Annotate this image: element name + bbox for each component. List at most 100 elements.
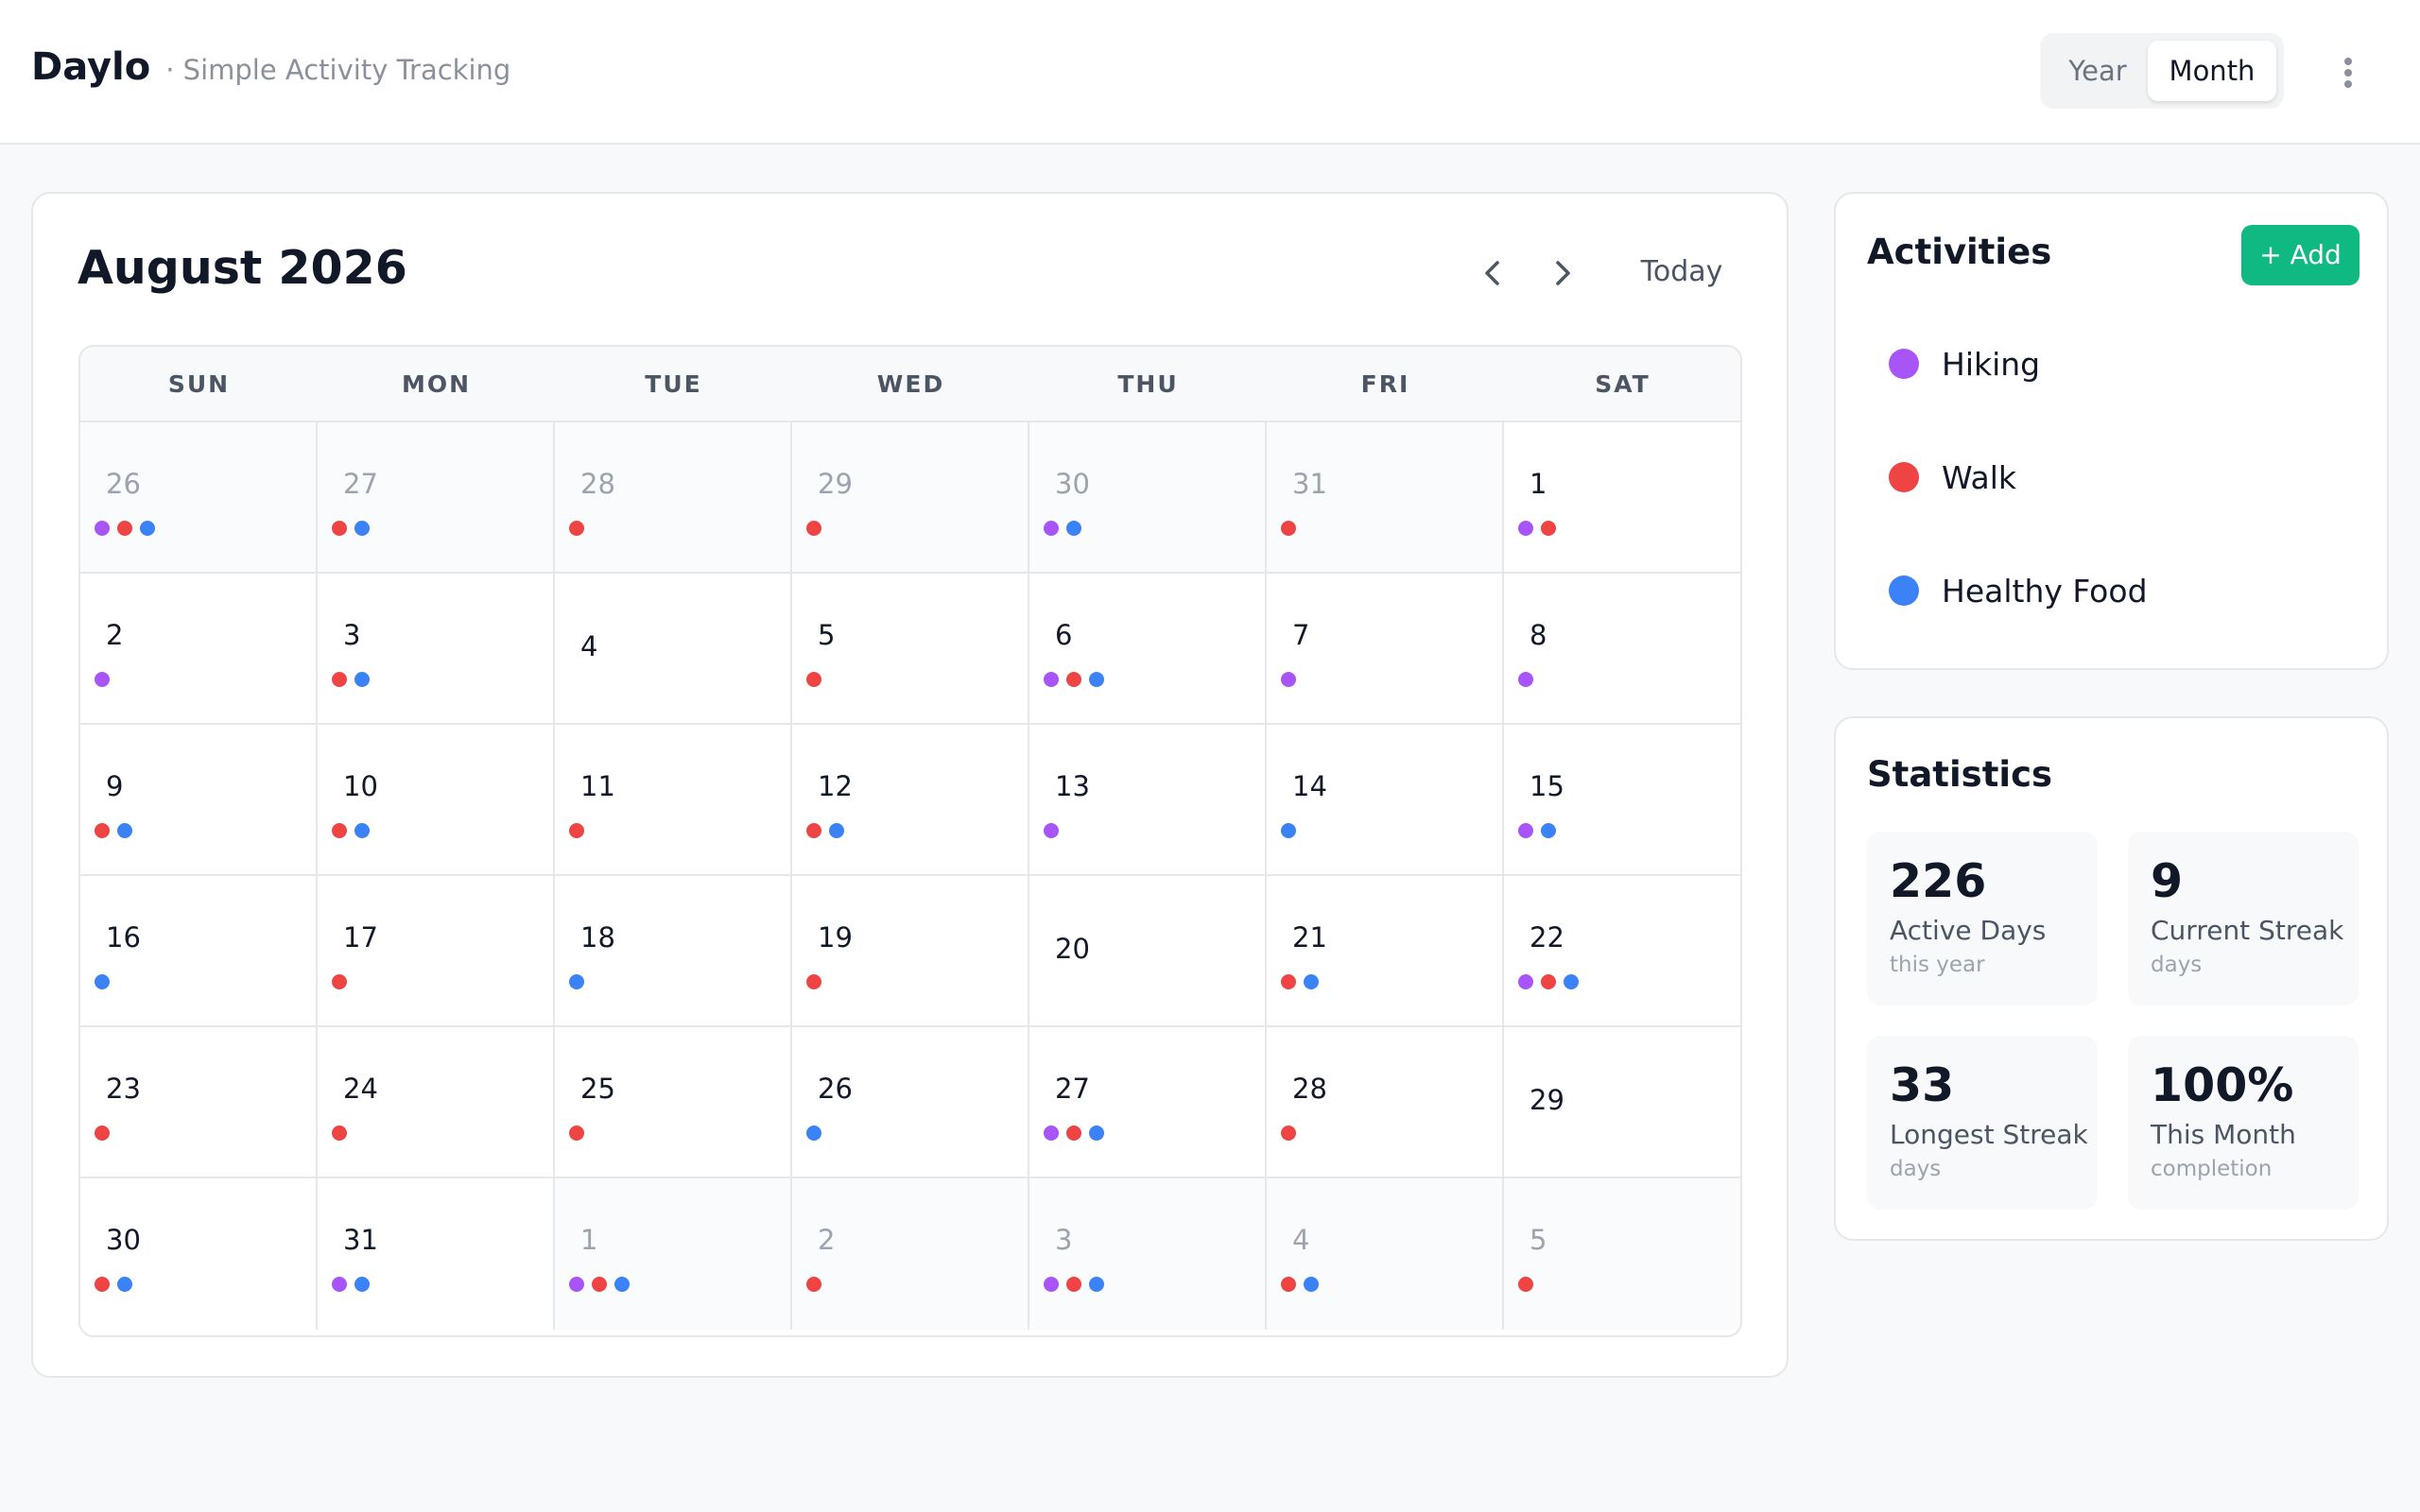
calendar-day-cell[interactable]: 6 [1029, 574, 1267, 725]
chevron-left-icon[interactable] [1470, 250, 1515, 296]
day-number: 18 [580, 921, 615, 954]
walk-dot [95, 1277, 110, 1292]
activity-dots [1044, 521, 1089, 536]
chevron-right-icon[interactable] [1540, 250, 1585, 296]
walk-dot [1541, 974, 1556, 989]
activity-label: Hiking [1942, 345, 2041, 383]
calendar-day-cell[interactable]: 5 [1504, 1178, 1740, 1330]
calendar-day-cell[interactable]: 26 [792, 1027, 1029, 1178]
hiking-dot [1044, 1277, 1059, 1292]
calendar-day-cell[interactable]: 31 [1267, 422, 1504, 574]
walk-dot [117, 521, 132, 536]
year-view-button[interactable]: Year [2068, 55, 2127, 87]
walk-dot [806, 521, 821, 536]
activity-item-food[interactable]: Healthy Food [1889, 562, 2148, 619]
calendar-day-cell[interactable]: 1 [1504, 422, 1740, 574]
day-number: 13 [1055, 770, 1090, 802]
calendar-day-cell[interactable]: 3 [318, 574, 555, 725]
month-view-button[interactable]: Month [2148, 41, 2276, 101]
hiking-dot [1518, 521, 1533, 536]
calendar-day-cell[interactable]: 7 [1267, 574, 1504, 725]
day-number: 29 [818, 468, 853, 500]
walk-dot [332, 974, 347, 989]
calendar-day-cell[interactable]: 26 [80, 422, 318, 574]
calendar-day-cell[interactable]: 8 [1504, 574, 1740, 725]
food-dot [354, 521, 370, 536]
activity-item-walk[interactable]: Walk [1889, 449, 2016, 506]
top-bar: Daylo · Simple Activity Tracking Year Mo… [0, 0, 2420, 145]
calendar-day-cell[interactable]: 27 [1029, 1027, 1267, 1178]
more-dot [2344, 69, 2352, 77]
stat-label: Longest Streak [1890, 1119, 2088, 1150]
walk-dot [1281, 974, 1296, 989]
calendar-day-cell[interactable]: 30 [1029, 422, 1267, 574]
calendar-day-cell[interactable]: 1 [555, 1178, 792, 1330]
calendar-day-cell[interactable]: 28 [555, 422, 792, 574]
statistics-card: Statistics 226 Active Days this year 9 Curre… [1834, 716, 2389, 1241]
add-activity-button[interactable]: + Add [2241, 225, 2360, 285]
calendar-day-cell[interactable]: 3 [1029, 1178, 1267, 1330]
calendar-day-cell[interactable]: 29 [1504, 1027, 1740, 1178]
statistics-title: Statistics [1867, 754, 2053, 795]
calendar-day-cell[interactable]: 19 [792, 876, 1029, 1027]
calendar-day-cell[interactable]: 21 [1267, 876, 1504, 1027]
activity-dots [1281, 823, 1304, 838]
activity-dots [1044, 823, 1066, 838]
calendar-day-cell[interactable]: 16 [80, 876, 318, 1027]
calendar-day-cell[interactable]: 4 [555, 574, 792, 725]
food-dot [354, 823, 370, 838]
today-button[interactable]: Today [1640, 255, 1723, 288]
calendar-day-cell[interactable]: 13 [1029, 725, 1267, 876]
calendar-day-cell[interactable]: 10 [318, 725, 555, 876]
activity-dots [95, 1125, 117, 1141]
day-number: 3 [1055, 1224, 1073, 1256]
hiking-dot [95, 521, 110, 536]
activity-dots [569, 1125, 592, 1141]
day-number: 6 [1055, 619, 1073, 651]
activity-dots [806, 672, 829, 687]
calendar-day-cell[interactable]: 23 [80, 1027, 318, 1178]
calendar-day-cell[interactable]: 30 [80, 1178, 318, 1330]
activity-dots [332, 823, 377, 838]
calendar-day-cell[interactable]: 29 [792, 422, 1029, 574]
calendar-day-cell[interactable]: 28 [1267, 1027, 1504, 1178]
stat-box: 33 Longest Streak days [1867, 1036, 2098, 1210]
calendar-day-cell[interactable]: 12 [792, 725, 1029, 876]
stat-label: Active Days [1890, 915, 2047, 946]
calendar-day-cell[interactable]: 9 [80, 725, 318, 876]
day-number: 2 [818, 1224, 836, 1256]
day-number: 21 [1292, 921, 1327, 954]
stat-value: 100% [2151, 1058, 2294, 1112]
more-menu-icon[interactable] [2329, 52, 2367, 94]
calendar-day-cell[interactable]: 25 [555, 1027, 792, 1178]
day-number: 30 [1055, 468, 1090, 500]
calendar-title: August 2026 [78, 241, 407, 295]
calendar-day-cell[interactable]: 31 [318, 1178, 555, 1330]
calendar-day-cell[interactable]: 14 [1267, 725, 1504, 876]
day-number: 27 [343, 468, 378, 500]
walk-dot [332, 823, 347, 838]
calendar-day-cell[interactable]: 24 [318, 1027, 555, 1178]
day-number: 19 [818, 921, 853, 954]
calendar-day-cell[interactable]: 17 [318, 876, 555, 1027]
calendar-day-cell[interactable]: 5 [792, 574, 1029, 725]
day-number: 25 [580, 1073, 615, 1105]
stat-sub: days [2151, 953, 2203, 977]
calendar-day-cell[interactable]: 20 [1029, 876, 1267, 1027]
activities-title: Activities [1867, 232, 2052, 272]
calendar-day-cell[interactable]: 22 [1504, 876, 1740, 1027]
calendar-day-cell[interactable]: 2 [80, 574, 318, 725]
calendar-day-cell[interactable]: 11 [555, 725, 792, 876]
calendar-day-cell[interactable]: 18 [555, 876, 792, 1027]
app-name: Daylo [31, 45, 151, 89]
day-number: 31 [343, 1224, 378, 1256]
activity-item-hiking[interactable]: Hiking [1889, 335, 2040, 392]
calendar-day-cell[interactable]: 2 [792, 1178, 1029, 1330]
weekday-label: SAT [1595, 370, 1651, 398]
stat-label: Current Streak [2151, 915, 2344, 946]
calendar-day-cell[interactable]: 4 [1267, 1178, 1504, 1330]
calendar-day-cell[interactable]: 27 [318, 422, 555, 574]
calendar-day-cell[interactable]: 15 [1504, 725, 1740, 876]
walk-dot [1066, 1125, 1081, 1141]
activity-label: Walk [1942, 458, 2017, 496]
